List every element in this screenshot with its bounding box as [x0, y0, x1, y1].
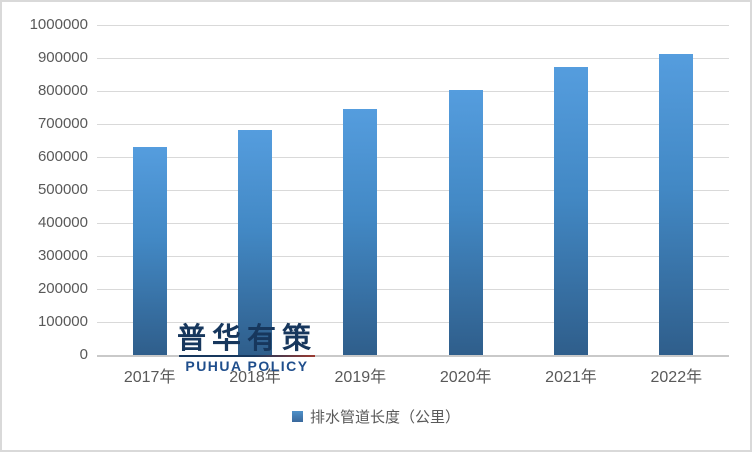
gridline — [97, 91, 729, 92]
y-tick-label: 400000 — [37, 214, 88, 231]
bar-2018年 — [238, 130, 272, 355]
gridline — [97, 322, 729, 323]
bar-2019年 — [343, 109, 378, 355]
legend: 排水管道长度（公里） — [2, 406, 750, 427]
x-tick-label: 2021年 — [545, 369, 597, 386]
y-tick-label: 900000 — [37, 49, 88, 66]
y-tick-label: 800000 — [37, 82, 88, 99]
legend-label: 排水管道长度（公里） — [309, 409, 460, 426]
gridline — [97, 355, 729, 357]
x-tick-label: 2018年 — [229, 369, 281, 386]
x-tick-label: 2022年 — [650, 369, 703, 386]
bar-2020年 — [448, 90, 483, 355]
x-tick-label: 2020年 — [439, 369, 492, 386]
watermark-logo: 普华有策 PUHUA POLICY — [177, 324, 317, 374]
y-tick-label: 300000 — [37, 247, 88, 264]
x-tick-label: 2019年 — [334, 369, 387, 386]
x-axis: 2017年 2018年 2019年 2020年 2021年 2022年 — [97, 363, 729, 387]
bar-2022年 — [659, 54, 694, 355]
y-tick-label: 0 — [79, 346, 88, 363]
y-tick-label: 500000 — [37, 181, 88, 198]
gridline — [97, 124, 729, 125]
bar-2017年 — [132, 147, 167, 355]
gridline — [97, 256, 729, 257]
y-tick-label: 600000 — [37, 148, 88, 165]
y-tick-label: 700000 — [37, 115, 88, 132]
gridline — [97, 289, 729, 290]
gridline — [97, 25, 729, 26]
gridline — [97, 223, 729, 224]
y-tick-label: 1000000 — [29, 16, 88, 33]
y-tick-label: 100000 — [37, 313, 88, 330]
watermark-cn-text: 普华有策 — [177, 323, 318, 355]
y-tick-label: 200000 — [37, 280, 88, 297]
bar-2021年 — [554, 67, 588, 355]
watermark-en-text: PUHUA POLICY — [185, 358, 309, 374]
gridline — [97, 58, 729, 59]
watermark-rule — [179, 355, 316, 357]
plot-area — [97, 25, 729, 357]
y-axis: 1000000 900000 800000 700000 600000 500000 400… — [2, 16, 88, 363]
gridline — [97, 190, 729, 191]
gridline — [97, 157, 729, 158]
x-tick-label: 2017年 — [123, 369, 176, 386]
legend-square-icon — [291, 411, 303, 422]
